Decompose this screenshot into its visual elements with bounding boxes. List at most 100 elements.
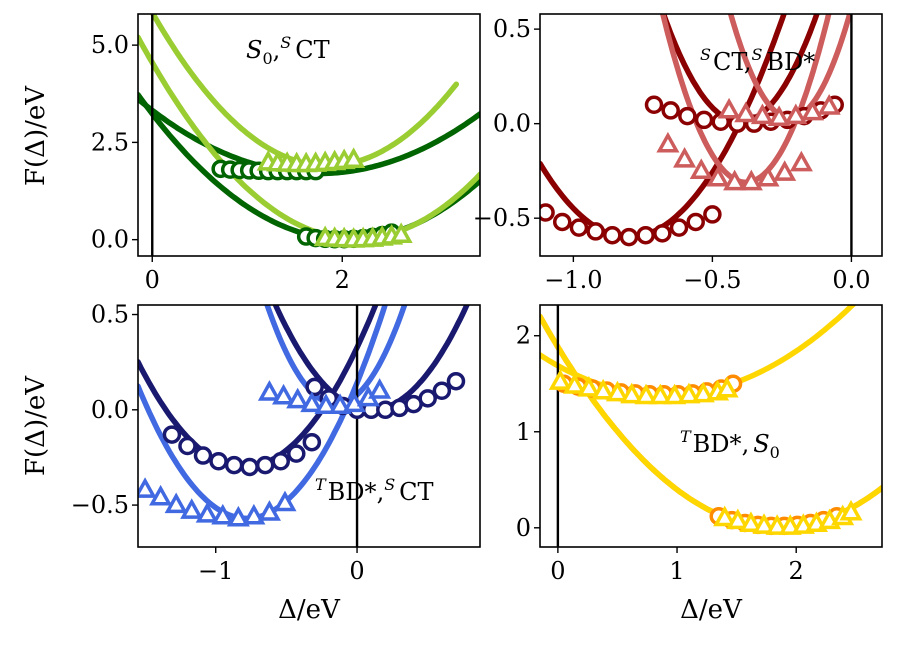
data-point-circle [653, 224, 672, 243]
data-point-triangle [368, 378, 392, 399]
x-tick-label: 0 [550, 557, 565, 585]
data-point-triangle [756, 165, 780, 187]
data-point-circle [540, 203, 555, 222]
panel-annotation: TBD*,S CT [315, 475, 434, 506]
ann-sup2: S [384, 475, 395, 494]
data-point-triangle [211, 503, 235, 525]
data-point-circle [586, 222, 605, 241]
data-point-circle [209, 452, 228, 471]
data-point-circle [287, 444, 306, 463]
ann-base2: CT [399, 478, 433, 506]
data-point-triangle [273, 490, 297, 512]
y-tick-label: 0.5 [493, 15, 531, 43]
data-point-triangle [634, 383, 658, 405]
axes-frame [137, 13, 481, 257]
data-point-triangle [648, 383, 672, 405]
data-point-triangle [739, 511, 763, 533]
data-point-triangle [272, 383, 296, 405]
data-point-triangle [656, 131, 680, 153]
x-tick-label: −1.0 [544, 266, 602, 294]
ann-base2: S [753, 430, 769, 458]
data-point-circle [569, 218, 589, 237]
data-point-triangle [773, 160, 797, 181]
ann-sep: , [273, 36, 281, 64]
data-point-triangle [591, 378, 615, 400]
ann-sep: , [744, 48, 752, 76]
data-point-circle [603, 225, 622, 245]
data-point-triangle [734, 101, 758, 123]
x-tick-label: 0.0 [832, 266, 870, 294]
ann-sup2: S [280, 33, 291, 52]
x-tick-label: −0.5 [683, 266, 741, 294]
data-point-circle [446, 371, 466, 391]
x-tick-label: 2 [789, 557, 804, 585]
data-point-triangle [717, 97, 741, 119]
data-point-circle [302, 432, 322, 452]
data-point-triangle [138, 477, 157, 498]
data-point-triangle [726, 508, 750, 530]
data-point-triangle [765, 514, 789, 535]
panel-bottom-left: −1 0 −0.5 0.0 0.5 TBD*,S CT F(Δ)/eV Δ/eV [21, 301, 481, 625]
data-point-triangle [257, 500, 281, 521]
ann-sub2: 0 [770, 443, 780, 462]
data-point-circle [418, 389, 437, 408]
y-tick-label: 0.5 [91, 301, 129, 329]
data-point-triangle [314, 393, 338, 415]
ticks: −1 0 −0.5 0.0 0.5 [71, 301, 365, 585]
data-point-triangle [563, 373, 587, 394]
data-point-triangle [149, 484, 173, 506]
ann-sup1: S [700, 45, 711, 64]
data-point-triangle [342, 391, 366, 413]
y-tick-label: 2 [516, 322, 531, 350]
ann-base2: BD* [766, 48, 815, 76]
fit-curve-1 [540, 313, 882, 531]
data-point-circle [619, 227, 639, 247]
x-tick-label: 0 [349, 557, 364, 585]
y-tick-label: 0.0 [91, 226, 129, 254]
data-point-triangle [257, 380, 281, 401]
fit-curve-0 [540, 313, 882, 531]
data-point-circle [240, 457, 259, 477]
ann-sep: , [377, 478, 385, 506]
data-point-triangle [663, 383, 687, 405]
data-point-triangle [677, 382, 701, 404]
panel-annotation: S0,S CT [246, 33, 330, 68]
data-point-triangle [286, 387, 310, 409]
data-point-triangle [605, 380, 629, 402]
data-point-circle [162, 425, 182, 444]
y-tick-label: 1 [516, 418, 531, 446]
data-point-triangle [691, 381, 715, 403]
ann-sup1: T [315, 475, 327, 494]
plot-area [138, 14, 480, 256]
ticks: −1.0 −0.5 0.0 −0.5 0.0 0.5 [473, 15, 871, 294]
plot-area [540, 305, 882, 547]
data-point-circle [552, 212, 572, 232]
y-tick-label: 0 [516, 514, 531, 542]
data-point-triangle [389, 222, 413, 244]
ann-sup1: T [680, 427, 692, 446]
data-point-triangle [789, 150, 813, 172]
data-point-triangle [839, 499, 863, 521]
x-tick-label: 0 [145, 266, 160, 294]
ann-base1: BD* [693, 430, 742, 458]
data-point-circle [305, 377, 324, 397]
data-point-circle [178, 436, 197, 456]
data-point-triangle [226, 505, 250, 527]
ticks: 0 1 2 0 1 2 [516, 322, 804, 585]
data-point-triangle [577, 375, 601, 397]
data-point-triangle [195, 502, 219, 523]
ann-sub1: 0 [262, 49, 272, 68]
data-point-circle [432, 381, 452, 400]
data-point-circle [694, 110, 714, 130]
data-point-circle [255, 455, 275, 475]
x-tick-label: 2 [335, 266, 350, 294]
data-point-circle [686, 212, 705, 232]
data-point-triangle [723, 169, 747, 191]
ann-sep: , [742, 430, 750, 458]
data-point-circle [703, 205, 722, 224]
data-point-triangle [242, 503, 266, 525]
panel-annotation: SCT,S BD* [700, 45, 815, 76]
ann-base1: BD* [328, 478, 377, 506]
data-point-triangle [784, 103, 808, 125]
